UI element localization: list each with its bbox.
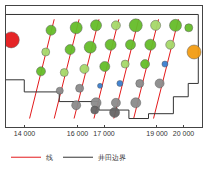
svg-text:20 000: 20 000 — [173, 130, 195, 137]
svg-text:17 000: 17 000 — [93, 130, 115, 137]
svg-text:线: 线 — [46, 154, 53, 161]
svg-text:16 000: 16 000 — [67, 130, 89, 137]
svg-text:19 000: 19 000 — [146, 130, 168, 137]
svg-text:14 000: 14 000 — [14, 130, 36, 137]
svg-text:井田边界: 井田边界 — [98, 154, 126, 161]
